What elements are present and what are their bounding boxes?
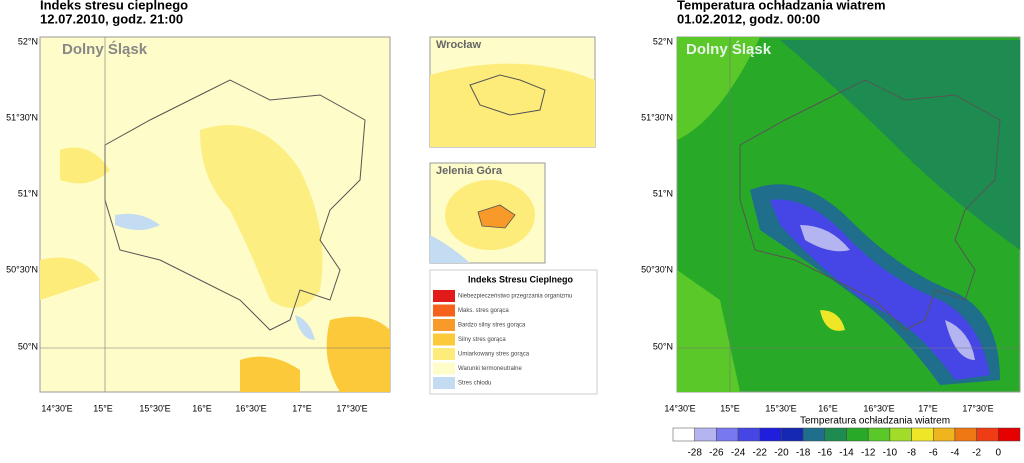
colorbar-swatch	[998, 427, 1021, 442]
colorbar-tick-label: -26	[709, 448, 724, 459]
colorbar-tick-label: 0	[996, 448, 1002, 459]
inset-jelenia-gora: Jelenia Góra	[429, 162, 546, 264]
lat-label: 50°N	[18, 341, 38, 351]
lat-label: 52°N	[653, 36, 673, 46]
colorbar-swatch	[911, 427, 934, 442]
colorbar-tick-label: -16	[818, 448, 833, 459]
colorbar-swatch	[737, 427, 760, 442]
colorbar-swatch	[759, 427, 782, 442]
map-subtitle: 12.07.2010, godz. 21:00	[40, 11, 183, 26]
legend-swatch	[433, 319, 455, 331]
colorbar-swatch	[889, 427, 912, 442]
lat-label: 51°30'N	[6, 112, 38, 122]
legend-title: Indeks Stresu Cieplnego	[468, 274, 574, 284]
inset-title: Wrocław	[436, 39, 481, 51]
colorbar-swatch	[694, 427, 717, 442]
lon-label: 15°E	[93, 403, 113, 413]
colorbar-swatch	[954, 427, 977, 442]
map-title: Indeks stresu cieplnego	[40, 0, 188, 12]
windchill-map: Dolny Śląsk	[676, 36, 1021, 393]
lat-label: 50°30'N	[641, 264, 673, 274]
colorbar-swatch	[824, 427, 847, 442]
colorbar-tick-label: -8	[907, 448, 916, 459]
lon-label: 17°E	[292, 403, 312, 413]
colorbar-tick-label: -4	[950, 448, 959, 459]
lon-label: 17°30'E	[336, 403, 367, 413]
colorbar: -28 -26 -24 -22 -20 -18 -16 -14 -12 -10 -8 -6 -4 -2 0	[672, 427, 1021, 459]
legend-label: Niebezpieczeństwo przegrzania organizmu	[458, 294, 572, 300]
colorbar-tick-label: -22	[753, 448, 768, 459]
colorbar-tick-label: -20	[774, 448, 789, 459]
legend-label: Silny stres gorąca	[458, 337, 506, 343]
colorbar-title: Temperatura ochładzania wiatrem	[800, 416, 950, 427]
inset-wroclaw: Wrocław	[429, 36, 596, 148]
legend-label: Stres chłodu	[458, 381, 491, 387]
legend-label: Maks. stres gorąca	[458, 308, 509, 314]
legend-label: Warunki termoneutralne	[458, 366, 522, 372]
lat-label: 50°30'N	[6, 264, 38, 274]
legend-swatch	[433, 304, 455, 317]
lat-label: 51°30'N	[641, 112, 673, 122]
colorbar-swatch	[672, 427, 695, 442]
lon-label: 16°30'E	[863, 403, 894, 413]
lon-label: 14°30'E	[664, 403, 695, 413]
heat-map: Dolny Śląsk	[39, 36, 391, 393]
lon-label: 16°E	[818, 403, 838, 413]
colorbar-tick-label: -12	[861, 448, 876, 459]
map-subtitle: 01.02.2012, godz. 00:00	[677, 11, 820, 26]
map-title: Temperatura ochładzania wiatrem	[677, 0, 886, 12]
lat-label: 51°N	[18, 188, 38, 198]
legend-swatch	[433, 333, 455, 346]
legend-label: Umiarkowany stres gorąca	[458, 352, 530, 358]
colorbar-tick-label: -6	[929, 448, 938, 459]
lat-label: 52°N	[18, 36, 38, 46]
lat-label: 51°N	[653, 188, 673, 198]
lon-label: 15°30'E	[139, 403, 170, 413]
colorbar-swatch	[716, 427, 739, 442]
colorbar-tick-label: -10	[883, 448, 898, 459]
lon-label: 15°30'E	[765, 403, 796, 413]
lon-label: 17°30'E	[962, 403, 993, 413]
lon-label: 16°E	[192, 403, 212, 413]
legend-swatch	[433, 377, 455, 389]
lon-label: 17°E	[918, 403, 938, 413]
legend-swatch	[433, 362, 455, 375]
lon-label: 14°30'E	[41, 403, 72, 413]
colorbar-tick-label: -2	[972, 448, 981, 459]
colorbar-swatch	[933, 427, 956, 442]
inset-title: Jelenia Góra	[436, 165, 503, 177]
colorbar-swatch	[867, 427, 891, 442]
colorbar-tick-label: -24	[731, 448, 746, 459]
colorbar-tick-label: -18	[796, 448, 811, 459]
lon-label: 15°E	[720, 403, 740, 413]
legend-label: Bardzo silny stres gorąca	[458, 323, 526, 329]
colorbar-swatch	[781, 427, 804, 442]
legend: Indeks Stresu Cieplnego Niebezpieczeństw…	[429, 269, 598, 395]
colorbar-tick-label: -14	[839, 448, 854, 459]
colorbar-swatch	[846, 427, 869, 442]
colorbar-tick-label: -28	[687, 448, 702, 459]
colorbar-swatch	[976, 427, 999, 442]
map-label: Dolny Śląsk	[686, 40, 772, 58]
lat-label: 50°N	[653, 341, 673, 351]
legend-swatch	[433, 348, 455, 360]
map-label: Dolny Śląsk	[62, 40, 148, 58]
legend-swatch	[433, 290, 455, 302]
lon-label: 16°30'E	[235, 403, 266, 413]
colorbar-swatch	[802, 427, 826, 442]
